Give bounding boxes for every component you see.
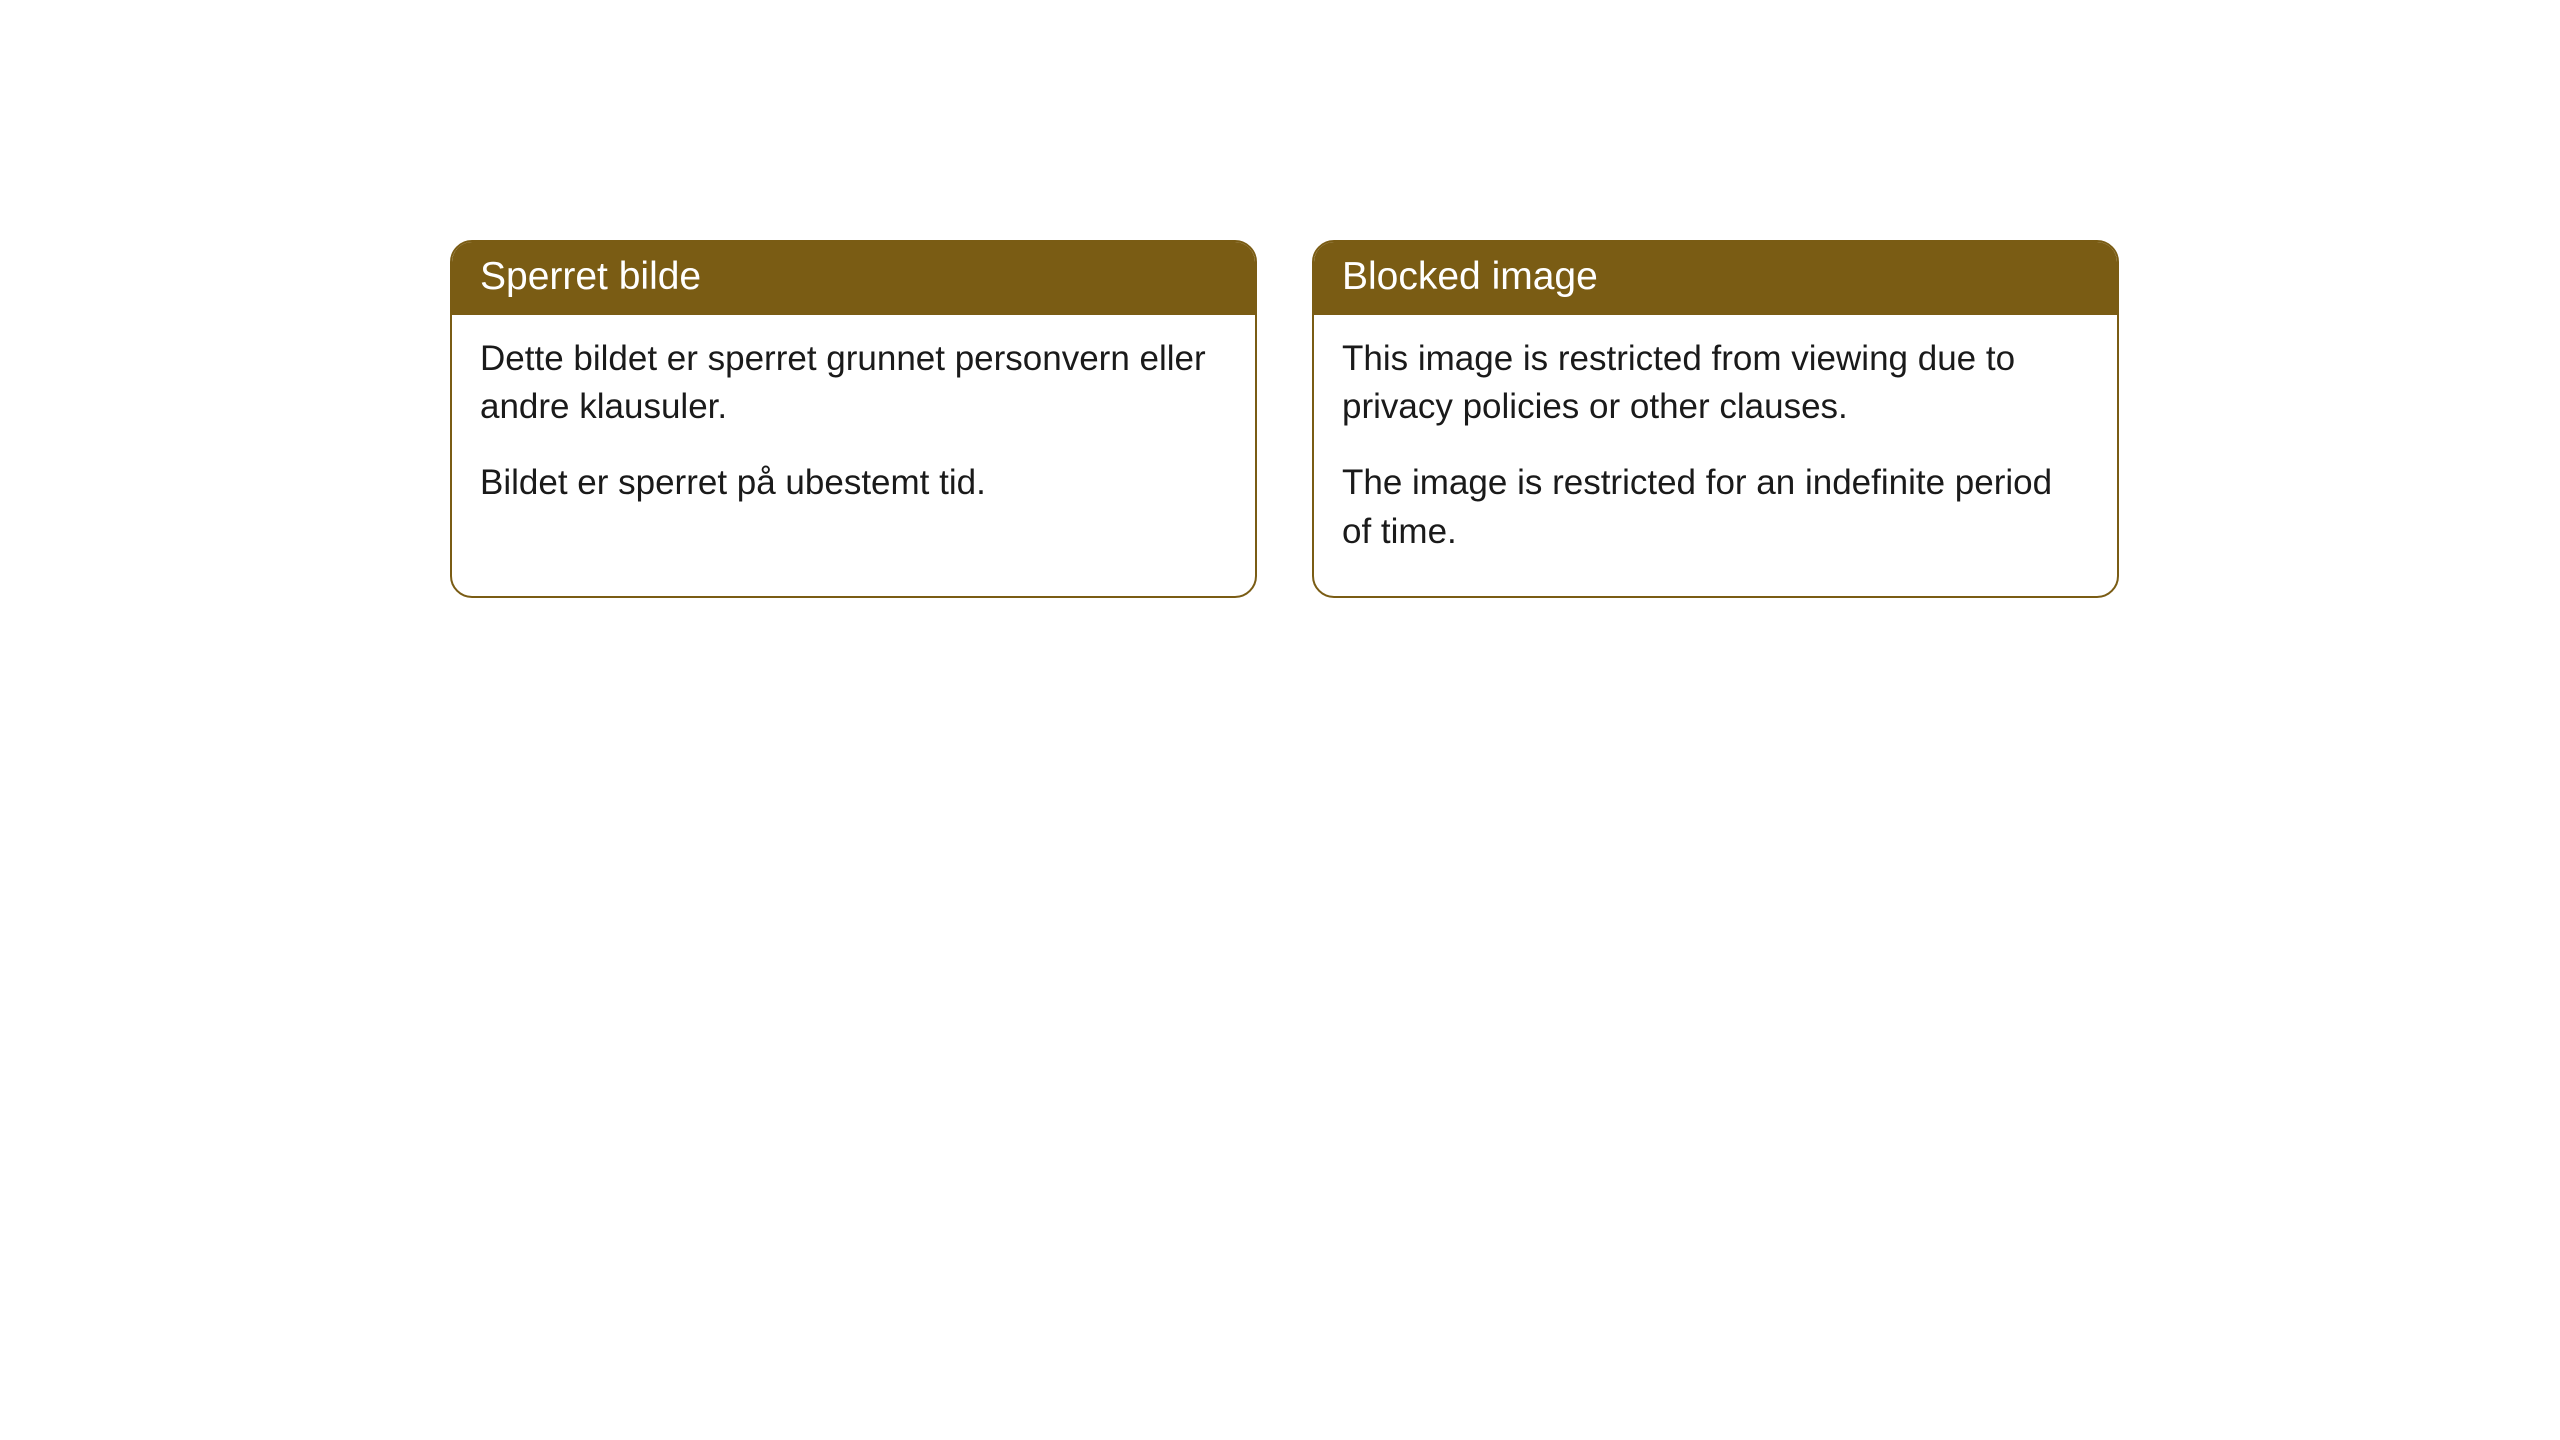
card-paragraph: The image is restricted for an indefinit…	[1342, 459, 2089, 556]
card-paragraph: Dette bildet er sperret grunnet personve…	[480, 335, 1227, 432]
info-cards-container: Sperret bilde Dette bildet er sperret gr…	[450, 240, 2119, 598]
card-header-norwegian: Sperret bilde	[452, 242, 1255, 315]
blocked-image-card-norwegian: Sperret bilde Dette bildet er sperret gr…	[450, 240, 1257, 598]
card-paragraph: This image is restricted from viewing du…	[1342, 335, 2089, 432]
card-body-english: This image is restricted from viewing du…	[1314, 315, 2117, 596]
blocked-image-card-english: Blocked image This image is restricted f…	[1312, 240, 2119, 598]
card-header-english: Blocked image	[1314, 242, 2117, 315]
card-body-norwegian: Dette bildet er sperret grunnet personve…	[452, 315, 1255, 548]
card-paragraph: Bildet er sperret på ubestemt tid.	[480, 459, 1227, 507]
